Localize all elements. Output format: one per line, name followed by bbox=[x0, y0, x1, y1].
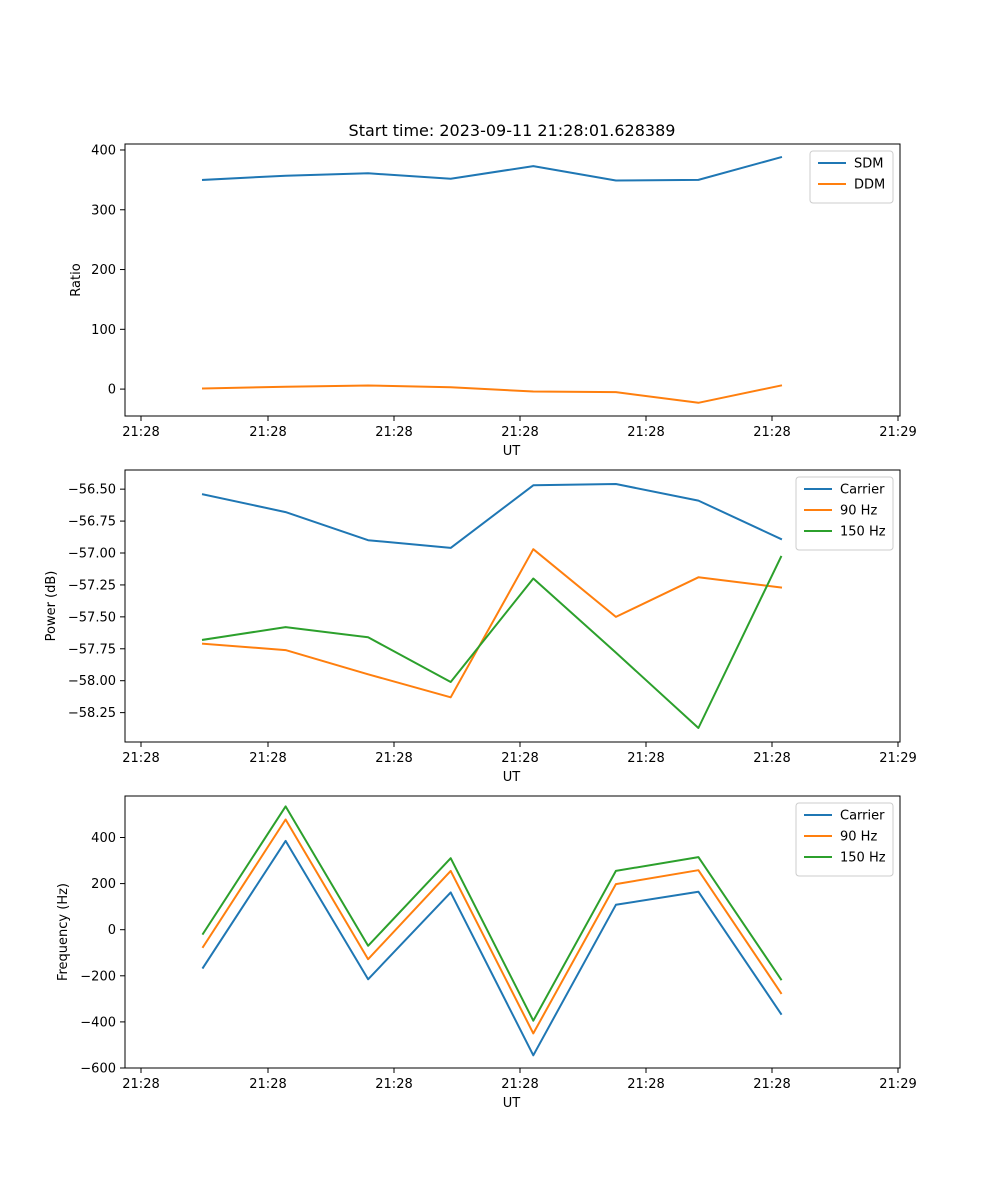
legend-entry: 150 Hz bbox=[840, 851, 886, 866]
legend-entry: 150 Hz bbox=[840, 525, 886, 540]
chart-panel-2: 21:28 21:28 21:28 21:28 21:28 21:28 21:29 −58.2… bbox=[44, 469, 917, 785]
chart-panel-1: 21:28 21:28 21:28 21:28 21:28 21:28 21:29 0 100 2… bbox=[69, 143, 917, 459]
series-line-3-2 bbox=[201, 818, 783, 1035]
x-tick-label: 21:28 bbox=[501, 425, 538, 440]
x-tick-label: 21:28 bbox=[753, 425, 790, 440]
legend-entry: DDM bbox=[854, 178, 885, 193]
x-axis-label: UT bbox=[503, 444, 521, 459]
y-tick-label: −57.00 bbox=[68, 547, 116, 562]
x-tick-label: 21:28 bbox=[753, 751, 790, 766]
legend-entry: SDM bbox=[854, 157, 883, 172]
plot-frame bbox=[124, 143, 901, 417]
x-tick-label: 21:28 bbox=[122, 1077, 159, 1092]
legend: Carrier 90 Hz 150 Hz bbox=[795, 476, 894, 551]
x-tick-label: 21:28 bbox=[501, 751, 538, 766]
x-tick-label: 21:28 bbox=[627, 1077, 664, 1092]
x-tick-label: 21:28 bbox=[122, 425, 159, 440]
x-tick-label: 21:28 bbox=[249, 751, 286, 766]
y-tick-label: 200 bbox=[91, 263, 116, 278]
y-tick-label: −600 bbox=[80, 1062, 116, 1077]
x-tick-label: 21:28 bbox=[122, 751, 159, 766]
x-tick-label: 21:28 bbox=[627, 425, 664, 440]
y-tick-label: −200 bbox=[80, 969, 116, 984]
legend-entry: 90 Hz bbox=[840, 830, 877, 845]
y-tick-label: −57.50 bbox=[68, 610, 116, 625]
plot-frame bbox=[124, 469, 901, 743]
x-tick-label: 21:28 bbox=[753, 1077, 790, 1092]
x-tick-label: 21:28 bbox=[627, 751, 664, 766]
x-tick-label: 21:28 bbox=[375, 425, 412, 440]
y-tick-label: −56.50 bbox=[68, 483, 116, 498]
y-axis-label: Ratio bbox=[69, 263, 84, 296]
series-line-2-2 bbox=[201, 548, 783, 699]
y-tick-label: 0 bbox=[108, 383, 116, 398]
plot-frame bbox=[124, 795, 901, 1069]
series-line-3-1 bbox=[201, 839, 783, 1057]
x-tick-label: 21:28 bbox=[375, 1077, 412, 1092]
y-tick-label: 200 bbox=[91, 877, 116, 892]
legend-entry: Carrier bbox=[840, 809, 885, 824]
series-line-2-1 bbox=[201, 483, 783, 549]
y-axis-label: Power (dB) bbox=[44, 571, 59, 642]
x-tick-label: 21:28 bbox=[249, 1077, 286, 1092]
y-tick-label: −58.00 bbox=[68, 674, 116, 689]
figure-title: Start time: 2023-09-11 21:28:01.628389 bbox=[349, 121, 676, 140]
y-tick-label: −56.75 bbox=[68, 515, 116, 530]
y-tick-label: −58.25 bbox=[68, 706, 116, 721]
legend-entry: Carrier bbox=[840, 483, 885, 498]
y-tick-label: 400 bbox=[91, 143, 116, 158]
x-axis-label: UT bbox=[503, 770, 521, 785]
y-axis-label: Frequency (Hz) bbox=[56, 883, 71, 981]
legend: Carrier 90 Hz 150 Hz bbox=[795, 802, 894, 877]
legend: SDM DDM bbox=[809, 150, 894, 204]
y-tick-label: −57.75 bbox=[68, 642, 116, 657]
x-tick-label: 21:29 bbox=[879, 425, 916, 440]
y-tick-label: −400 bbox=[80, 1015, 116, 1030]
x-tick-label: 21:28 bbox=[249, 425, 286, 440]
series-line-1-2 bbox=[201, 384, 783, 404]
x-tick-label: 21:29 bbox=[879, 1077, 916, 1092]
series-line-3-3 bbox=[201, 805, 783, 1022]
x-tick-label: 21:29 bbox=[879, 751, 916, 766]
chart-panel-3: 21:28 21:28 21:28 21:28 21:28 21:28 21:29 −600 −… bbox=[56, 795, 917, 1111]
x-axis-label: UT bbox=[503, 1096, 521, 1111]
x-tick-label: 21:28 bbox=[375, 751, 412, 766]
series-line-1-1 bbox=[201, 155, 783, 182]
y-tick-label: 100 bbox=[91, 323, 116, 338]
legend-entry: 90 Hz bbox=[840, 504, 877, 519]
series-line-2-3 bbox=[201, 555, 783, 729]
y-tick-label: 300 bbox=[91, 203, 116, 218]
y-tick-label: 400 bbox=[91, 831, 116, 846]
y-tick-label: 0 bbox=[108, 923, 116, 938]
x-tick-label: 21:28 bbox=[501, 1077, 538, 1092]
y-tick-label: −57.25 bbox=[68, 578, 116, 593]
